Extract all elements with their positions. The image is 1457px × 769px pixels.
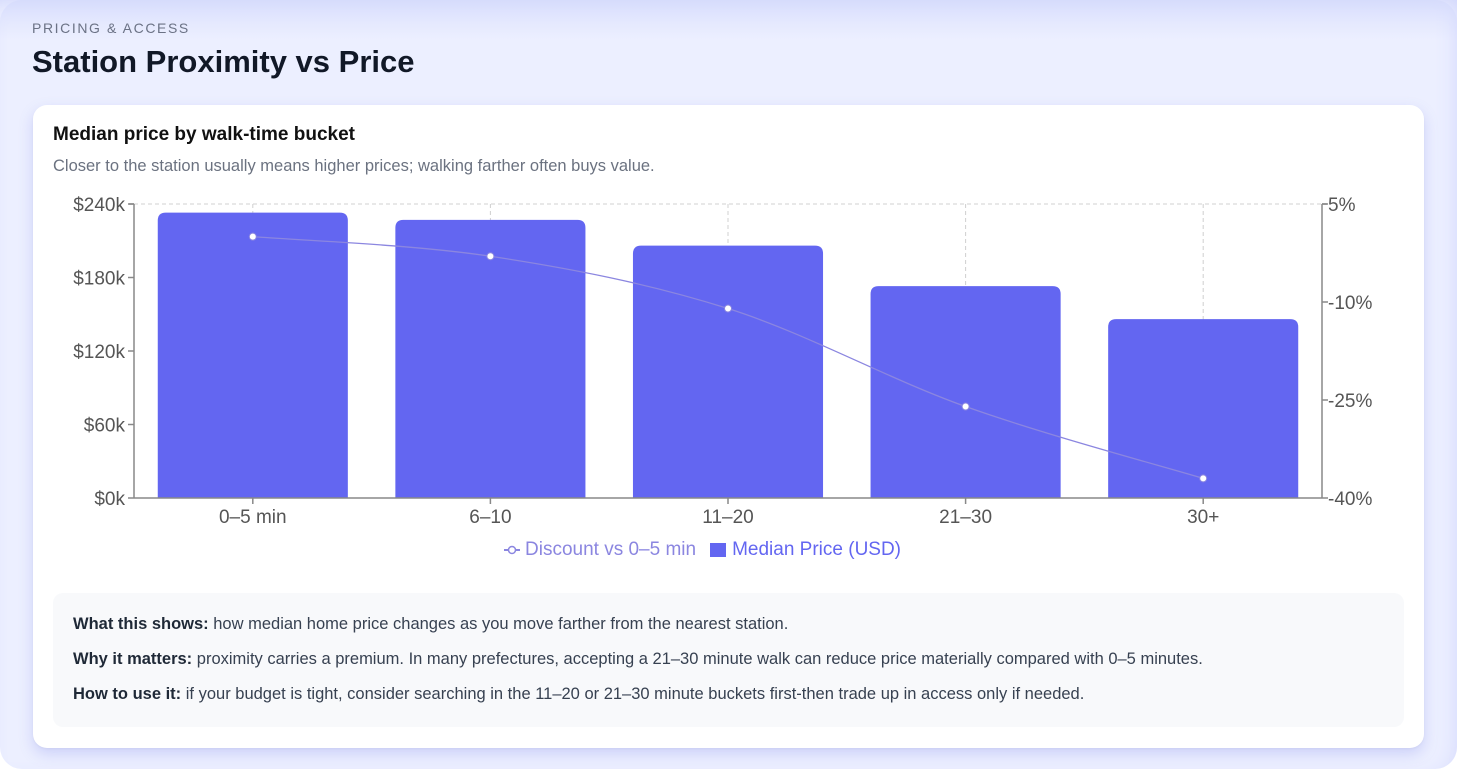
legend-item-median-price[interactable]: Median Price (USD) [710,539,901,561]
right-tick-label: -25% [1328,391,1372,412]
line-marker-icon [504,545,520,555]
right-tick-label: -40% [1328,489,1372,510]
discount-point-1[interactable] [486,252,495,261]
explanation-box: What this shows: how median home price c… [53,593,1404,727]
legend-label-median-price: Median Price (USD) [732,539,902,560]
left-tick-label: $60k [84,416,126,437]
discount-point-2[interactable] [724,304,732,313]
page-title: Station Proximity vs Price [32,44,415,79]
x-tick-label: 6–10 [469,507,511,528]
bar-1[interactable] [395,219,586,499]
combo-chart: $0k $60k $120k $180k $240k -40% -25% -10% 5% 0–5 … [73,195,1372,528]
discount-point-4[interactable] [1199,474,1208,483]
chart-legend: Discount vs 0–5 min Median Price (USD) [503,539,915,561]
chart-card: Median price by walk-time bucket Closer … [33,105,1424,748]
bar-4[interactable] [1108,319,1299,498]
chart-title: Median price by walk-time bucket [53,124,355,145]
x-tick-label: 30+ [1187,507,1219,528]
note-label: What this shows: [73,615,209,633]
right-tick-label: 5% [1328,195,1356,216]
note-text: if your budget is tight, consider search… [181,685,1085,703]
x-tick-label: 21–30 [939,507,992,528]
left-tick-label: $240k [73,195,125,216]
note-what-this-shows: What this shows: how median home price c… [73,615,1384,650]
note-text: how median home price changes as you mov… [208,615,789,633]
bar-2[interactable] [632,245,824,498]
note-text: proximity carries a premium. In many pre… [192,650,1203,668]
bar-3[interactable] [870,286,1061,498]
legend-label-discount: Discount vs 0–5 min [525,539,697,560]
left-tick-label: $0k [94,489,125,510]
left-tick-label: $180k [73,269,125,290]
bar-0[interactable] [157,212,348,498]
section-eyebrow: PRICING & ACCESS [32,20,190,36]
chart-subtitle: Closer to the station usually means high… [53,157,655,175]
x-tick-label: 0–5 min [219,507,287,528]
note-label: Why it matters: [73,650,193,668]
note-label: How to use it: [73,685,182,703]
x-tick-label: 11–20 [702,507,753,528]
bar-swatch-icon [710,543,727,557]
left-tick-label: $120k [73,342,125,363]
note-why-it-matters: Why it matters: proximity carries a prem… [73,650,1384,685]
note-how-to-use: How to use it: if your budget is tight, … [73,685,1384,720]
right-tick-label: -10% [1328,293,1372,314]
legend-item-discount[interactable]: Discount vs 0–5 min [503,539,696,561]
discount-point-0[interactable] [248,232,257,241]
discount-point-3[interactable] [961,402,970,411]
